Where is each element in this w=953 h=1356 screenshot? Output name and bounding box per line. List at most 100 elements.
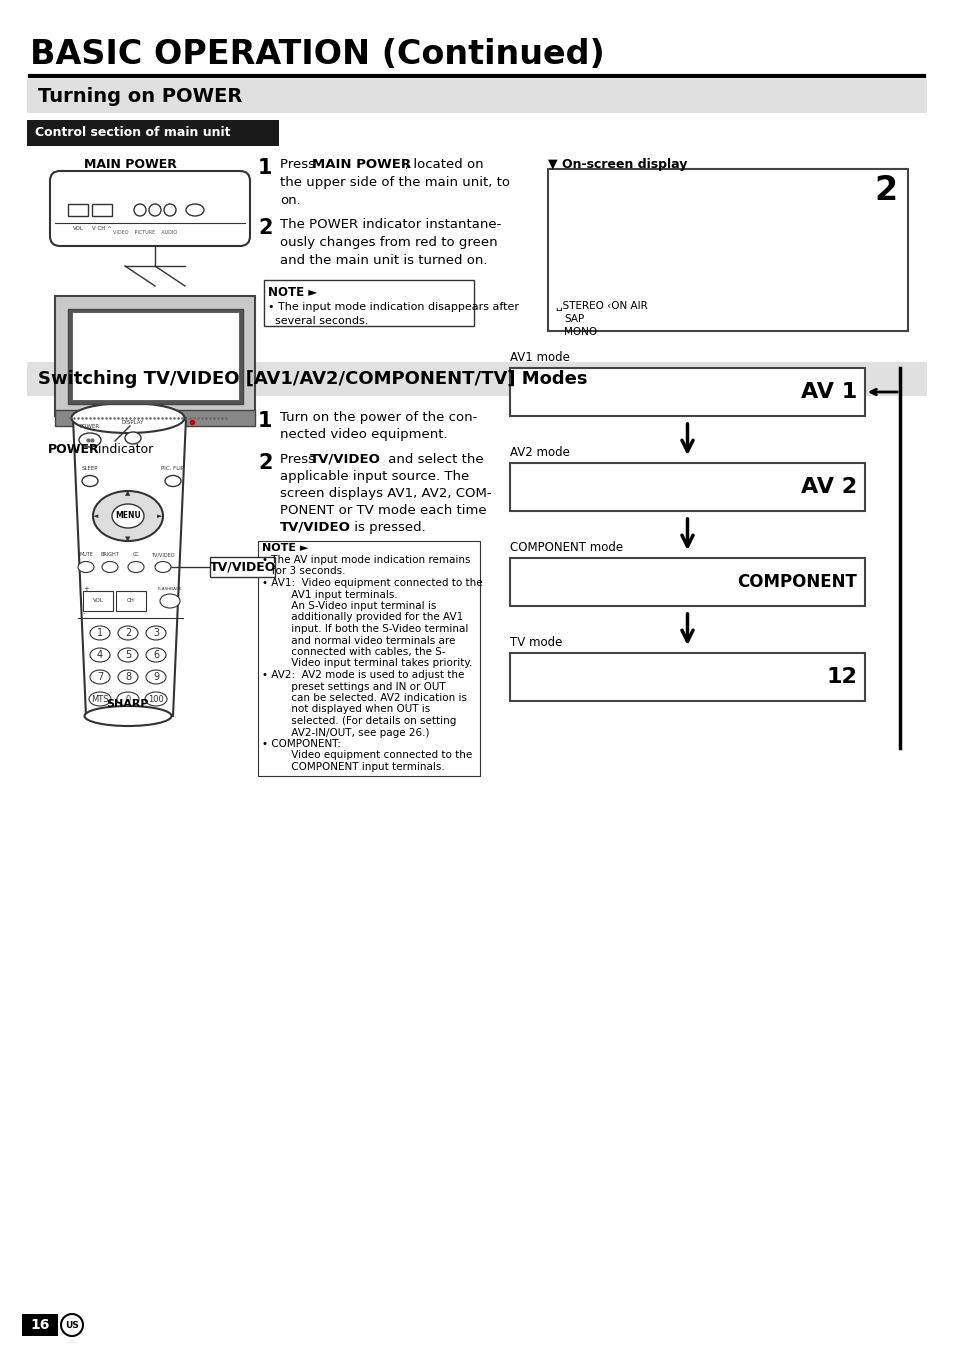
Text: indicator: indicator xyxy=(94,443,153,456)
Text: NOTE ►: NOTE ► xyxy=(262,542,308,553)
Ellipse shape xyxy=(154,561,171,572)
Text: 0: 0 xyxy=(125,694,131,704)
Text: TV/VIDEO: TV/VIDEO xyxy=(310,453,380,466)
Text: Turning on POWER: Turning on POWER xyxy=(38,87,242,106)
FancyBboxPatch shape xyxy=(50,171,250,245)
Ellipse shape xyxy=(128,561,144,572)
Text: 2: 2 xyxy=(257,218,273,239)
Ellipse shape xyxy=(160,594,180,607)
Text: and the main unit is turned on.: and the main unit is turned on. xyxy=(280,254,487,267)
Bar xyxy=(55,410,254,426)
Ellipse shape xyxy=(90,626,110,640)
Text: VOL: VOL xyxy=(92,598,103,603)
Text: MONO: MONO xyxy=(563,327,597,338)
Text: MUTE: MUTE xyxy=(79,552,92,557)
Text: for 3 seconds.: for 3 seconds. xyxy=(262,567,345,576)
Bar xyxy=(27,362,926,396)
Text: 7: 7 xyxy=(97,673,103,682)
Bar xyxy=(55,296,254,416)
Ellipse shape xyxy=(92,491,163,541)
Bar xyxy=(547,170,907,331)
Bar xyxy=(510,367,864,416)
Text: +: + xyxy=(83,586,89,593)
Text: TV/VIDEO: TV/VIDEO xyxy=(152,552,174,557)
Ellipse shape xyxy=(125,433,141,443)
Text: Press: Press xyxy=(280,453,319,466)
Ellipse shape xyxy=(186,203,204,216)
Bar xyxy=(510,462,864,511)
Ellipse shape xyxy=(90,648,110,662)
Text: 3: 3 xyxy=(152,628,159,639)
Text: MAIN POWER: MAIN POWER xyxy=(84,159,176,171)
Text: 6: 6 xyxy=(152,650,159,660)
Text: AV 2: AV 2 xyxy=(800,477,856,498)
Text: not displayed when OUT is: not displayed when OUT is xyxy=(262,705,430,715)
Text: 16: 16 xyxy=(30,1318,50,1332)
Bar xyxy=(27,79,926,113)
Text: SHARP: SHARP xyxy=(107,698,149,709)
Text: PONENT or TV mode each time: PONENT or TV mode each time xyxy=(280,504,486,517)
Text: ously changes from red to green: ously changes from red to green xyxy=(280,236,497,250)
Text: TV/VIDEO: TV/VIDEO xyxy=(210,560,276,574)
Text: 12: 12 xyxy=(825,667,856,687)
Text: VOL: VOL xyxy=(72,226,83,231)
Text: COMPONENT mode: COMPONENT mode xyxy=(510,541,622,555)
Text: 8: 8 xyxy=(125,673,131,682)
Text: can be selected. AV2 indication is: can be selected. AV2 indication is xyxy=(262,693,467,702)
Ellipse shape xyxy=(71,403,184,433)
Ellipse shape xyxy=(118,670,138,683)
Text: • AV1:  Video equipment connected to the: • AV1: Video equipment connected to the xyxy=(262,578,482,589)
Text: TV/VIDEO: TV/VIDEO xyxy=(280,521,351,534)
Bar xyxy=(510,654,864,701)
Text: V CH ^: V CH ^ xyxy=(92,226,112,231)
Ellipse shape xyxy=(165,476,181,487)
Text: • The input mode indication disappears after: • The input mode indication disappears a… xyxy=(268,302,518,312)
Text: screen displays AV1, AV2, COM-: screen displays AV1, AV2, COM- xyxy=(280,487,491,500)
Bar xyxy=(510,559,864,606)
Text: Video equipment connected to the: Video equipment connected to the xyxy=(262,750,472,761)
Text: 2: 2 xyxy=(125,628,131,639)
Bar xyxy=(27,119,278,146)
Text: TV mode: TV mode xyxy=(510,636,561,650)
Text: additionally provided for the AV1: additionally provided for the AV1 xyxy=(262,613,463,622)
Text: Switching TV/VIDEO [AV1/AV2/COMPONENT/TV] Modes: Switching TV/VIDEO [AV1/AV2/COMPONENT/TV… xyxy=(38,370,587,388)
Text: 2: 2 xyxy=(874,174,897,207)
Text: input. If both the S-Video terminal: input. If both the S-Video terminal xyxy=(262,624,468,635)
Text: connected with cables, the S-: connected with cables, the S- xyxy=(262,647,445,658)
Text: and select the: and select the xyxy=(384,453,483,466)
Text: applicable input source. The: applicable input source. The xyxy=(280,471,469,483)
Text: Control section of main unit: Control section of main unit xyxy=(35,126,231,140)
Text: 9: 9 xyxy=(152,673,159,682)
Text: CC: CC xyxy=(132,552,139,557)
Text: MENU: MENU xyxy=(115,511,141,521)
Bar xyxy=(91,203,112,216)
Text: POWER: POWER xyxy=(48,443,99,456)
Text: 2: 2 xyxy=(257,453,273,473)
Ellipse shape xyxy=(90,670,110,683)
Text: FLASHBACK: FLASHBACK xyxy=(157,587,182,591)
Text: • The AV input mode indication remains: • The AV input mode indication remains xyxy=(262,555,470,565)
Polygon shape xyxy=(73,418,186,716)
Text: • COMPONENT:: • COMPONENT: xyxy=(262,739,340,749)
Ellipse shape xyxy=(82,476,98,487)
Ellipse shape xyxy=(85,706,172,725)
Text: ◄: ◄ xyxy=(93,513,98,519)
Ellipse shape xyxy=(146,648,166,662)
Text: AV 1: AV 1 xyxy=(800,382,856,401)
Ellipse shape xyxy=(79,433,101,447)
Text: Press: Press xyxy=(280,159,319,171)
Text: , located on: , located on xyxy=(405,159,483,171)
Bar xyxy=(83,591,112,612)
Text: is pressed.: is pressed. xyxy=(350,521,425,534)
Text: AV2-IN/OUT, see page 26.): AV2-IN/OUT, see page 26.) xyxy=(262,728,429,738)
Text: 100: 100 xyxy=(148,694,164,704)
Ellipse shape xyxy=(146,670,166,683)
Text: 5: 5 xyxy=(125,650,131,660)
Ellipse shape xyxy=(78,561,94,572)
Text: several seconds.: several seconds. xyxy=(268,316,368,325)
Bar xyxy=(210,557,274,578)
Text: NOTE ►: NOTE ► xyxy=(268,286,317,300)
Circle shape xyxy=(164,203,175,216)
Text: SLEEP: SLEEP xyxy=(82,465,98,471)
Bar xyxy=(22,1314,58,1336)
